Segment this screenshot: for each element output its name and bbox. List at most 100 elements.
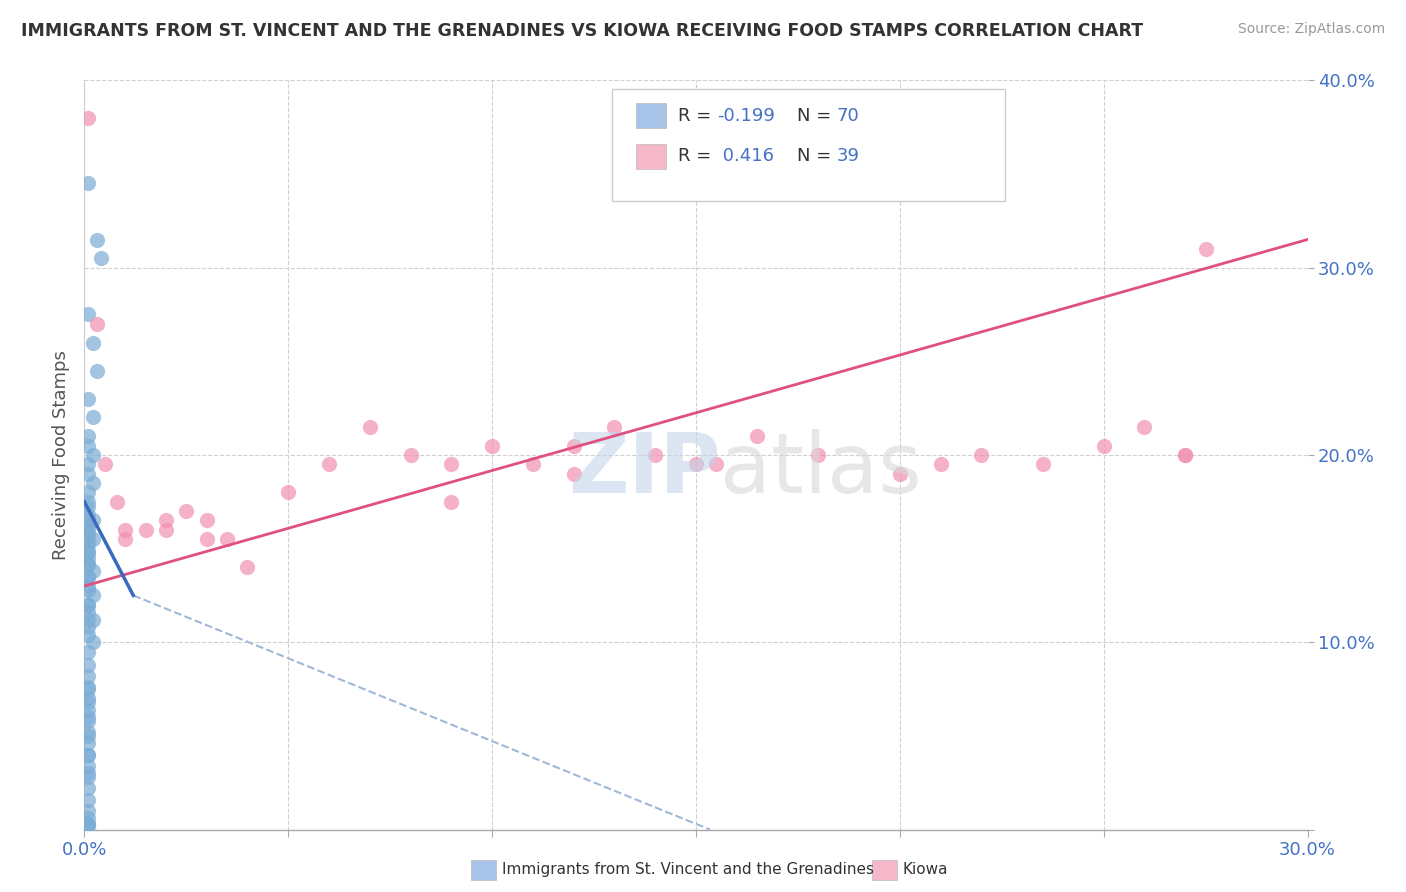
Point [195,514,218,528]
Text: IMMIGRANTS FROM ST. VINCENT AND THE GRENADINES VS KIOWA RECEIVING FOOD STAMPS CO: IMMIGRANTS FROM ST. VINCENT AND THE GREN… [21,22,1143,40]
Point [77,817,100,831]
Point [747,429,769,443]
Text: R =: R = [678,147,717,165]
Y-axis label: Receiving Food Stamps: Receiving Food Stamps [52,350,70,560]
Point [82,514,104,528]
Point [77,819,100,833]
Point [77,792,100,806]
Point [77,392,100,406]
Point [77,545,100,559]
Point [77,695,100,709]
Text: ZIP: ZIP [568,429,720,510]
Point [970,448,993,462]
Point [1174,448,1197,462]
Point [77,523,100,537]
Point [77,725,100,739]
Point [77,177,100,191]
Point [77,519,100,533]
Point [807,448,830,462]
Point [77,811,100,825]
Point [77,545,100,559]
Point [359,420,381,434]
Point [77,500,100,515]
Point [77,680,100,694]
Point [77,598,100,612]
Text: R =: R = [678,107,717,125]
Point [236,560,259,574]
Point [562,467,585,481]
Point [77,551,100,566]
Point [77,781,100,796]
Point [1092,439,1115,453]
Point [82,335,104,350]
Point [77,766,100,780]
Point [77,747,100,762]
Point [77,620,100,634]
Text: N =: N = [797,147,837,165]
Text: 0.416: 0.416 [717,147,775,165]
Point [82,564,104,578]
Point [77,557,100,571]
Point [86,317,108,331]
Point [929,457,952,471]
Point [155,514,177,528]
Point [77,526,100,541]
Point [77,759,100,773]
Point [77,729,100,743]
Point [77,747,100,762]
Point [77,770,100,784]
Point [93,457,115,471]
Point [82,476,104,491]
Point [82,448,104,462]
Point [77,111,100,125]
Text: Immigrants from St. Vincent and the Grenadines: Immigrants from St. Vincent and the Gren… [502,863,875,877]
Point [77,628,100,642]
Point [77,657,100,672]
Point [77,508,100,522]
Point [155,523,177,537]
Point [86,364,108,378]
Point [1195,242,1218,256]
Point [399,448,422,462]
Point [77,485,100,500]
Point [522,457,544,471]
Point [77,669,100,683]
Point [1133,420,1156,434]
Point [318,457,340,471]
Text: Kiowa: Kiowa [903,863,948,877]
Point [77,429,100,443]
Point [77,467,100,481]
Point [77,817,100,831]
Point [1174,448,1197,462]
Point [114,523,136,537]
Point [77,538,100,552]
Text: 70: 70 [837,107,859,125]
Point [77,691,100,706]
Point [440,494,463,508]
Point [174,504,197,518]
Point [82,532,104,546]
Point [82,635,104,649]
Point [77,613,100,627]
Point [77,736,100,750]
Point [77,514,100,528]
Point [706,457,728,471]
Point [195,532,218,546]
Point [90,252,112,266]
Point [77,557,100,571]
Point [77,579,100,593]
Point [889,467,911,481]
Point [82,410,104,425]
Point [562,439,585,453]
Point [77,439,100,453]
Point [77,804,100,818]
Point [440,457,463,471]
Point [277,485,299,500]
Point [77,582,100,597]
Point [77,644,100,658]
Point [77,570,100,584]
Text: 39: 39 [837,147,859,165]
Point [77,570,100,584]
Point [86,232,108,246]
Point [1032,457,1054,471]
